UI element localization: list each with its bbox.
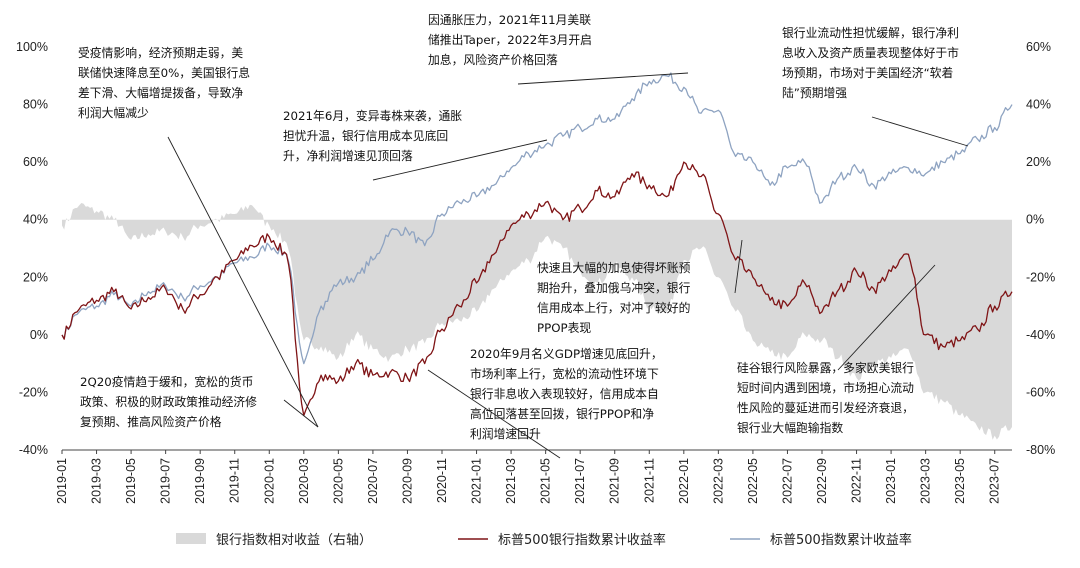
x-tick-label: 2021-11 bbox=[642, 458, 656, 503]
annotation-leader-line bbox=[871, 116, 969, 147]
y-right-tick-label: -60% bbox=[1026, 385, 1055, 399]
x-tick-label: 2019-09 bbox=[193, 458, 207, 504]
legend-label: 银行指数相对收益（右轴） bbox=[216, 533, 372, 548]
y-left-tick-label: -20% bbox=[19, 385, 48, 399]
annotation-leader-line bbox=[837, 264, 936, 371]
annotation-line: 市场利率上行，宽松的流动性环境下 bbox=[470, 367, 659, 381]
annotation-line: 2020年9月名义GDP增速见底回升， bbox=[470, 347, 663, 361]
annotation-line: 联储快速降息至0%，美国银行息 bbox=[78, 66, 250, 80]
x-tick-label: 2022-07 bbox=[780, 458, 794, 504]
y-right-tick-label: -40% bbox=[1026, 328, 1055, 342]
x-tick-label: 2020-07 bbox=[366, 458, 380, 504]
x-tick-label: 2020-03 bbox=[297, 458, 311, 504]
y-right-tick-label: -20% bbox=[1026, 270, 1055, 284]
annotation: 受疫情影响，经济预期走弱，美联储快速降息至0%，美国银行息差下滑、大幅增提拨备，… bbox=[78, 46, 250, 120]
y-right-tick-label: 40% bbox=[1026, 98, 1051, 112]
y-left-tick-label: 80% bbox=[23, 98, 48, 112]
annotation: 2Q20疫情趋于缓和，宽松的货币政策、积极的财政政策推动经济修复预期、推高风险资… bbox=[80, 375, 257, 429]
legend-label: 标普500指数累计收益率 bbox=[770, 532, 912, 548]
x-tick-label: 2021-09 bbox=[608, 458, 622, 504]
y-left-tick-label: 40% bbox=[23, 213, 48, 227]
x-tick-label: 2022-03 bbox=[711, 458, 725, 504]
annotation-line: 受疫情影响，经济预期走弱，美 bbox=[78, 46, 243, 60]
annotation-line: 期抬升，叠加俄乌冲突，银行 bbox=[537, 281, 691, 295]
legend-swatch-area bbox=[176, 533, 206, 544]
annotation-line: 高位回落甚至回拨，银行PPOP和净 bbox=[470, 407, 654, 421]
plot-area bbox=[61, 72, 1013, 440]
annotation-line: 银行业大幅跑输指数 bbox=[737, 421, 843, 435]
annotation-line: 升，净利润增速见顶回落 bbox=[283, 149, 413, 163]
x-tick-label: 2022-09 bbox=[815, 458, 829, 504]
y-left-tick-label: -40% bbox=[19, 443, 48, 457]
y-left-tick-label: 60% bbox=[23, 155, 48, 169]
x-tick-label: 2019-03 bbox=[90, 458, 104, 504]
x-tick-label: 2023-03 bbox=[919, 458, 933, 504]
y-right-tick-label: -80% bbox=[1026, 443, 1055, 457]
annotation-line: 性风险的蔓延进而引发经济衰退， bbox=[737, 401, 914, 415]
x-tick-label: 2022-11 bbox=[850, 458, 864, 503]
x-tick-label: 2019-07 bbox=[159, 458, 173, 504]
x-tick-label: 2019-11 bbox=[228, 458, 242, 503]
annotation-line: 差下滑、大幅增提拨备，导致净 bbox=[78, 86, 243, 100]
annotation-leader-line bbox=[734, 239, 743, 294]
annotation: 2021年6月，变异毒株来袭，通胀担忧升温，银行信用成本见底回升，净利润增速见顶… bbox=[283, 109, 462, 163]
y-right-tick-label: 20% bbox=[1026, 155, 1051, 169]
annotation-line: 陆”预期增强 bbox=[782, 86, 847, 100]
annotation-line: 复预期、推高风险资产价格 bbox=[80, 415, 222, 429]
annotation-leader-line bbox=[283, 399, 319, 428]
annotation-leader-line bbox=[427, 369, 561, 459]
x-tick-label: 2023-07 bbox=[988, 458, 1002, 504]
annotation: 2020年9月名义GDP增速见底回升， 市场利率上行，宽松的流动性环境下银行非息收… bbox=[470, 347, 663, 441]
x-tick-label: 2022-05 bbox=[746, 458, 760, 504]
annotation-line: PPOP表现 bbox=[537, 321, 591, 335]
x-tick-label: 2023-01 bbox=[884, 458, 898, 504]
annotation-line: 担忧升温，银行信用成本见底回 bbox=[283, 129, 448, 143]
y-right-tick-label: 60% bbox=[1026, 40, 1051, 54]
x-tick-label: 2021-03 bbox=[504, 458, 518, 504]
annotation-line: 利润增速回升 bbox=[470, 427, 541, 441]
annotation-line: 加息，风险资产价格回落 bbox=[428, 53, 558, 67]
x-tick-label: 2021-01 bbox=[470, 458, 484, 504]
x-tick-label: 2019-05 bbox=[124, 458, 138, 504]
annotation: 银行业流动性担忧缓解，银行净利息收入及资产质量表现整体好于市场预期，市场对于美国… bbox=[782, 26, 959, 100]
x-tick-label: 2021-05 bbox=[539, 458, 553, 504]
x-tick-label: 2023-05 bbox=[953, 458, 967, 504]
annotation-line: 信用成本上行，对冲了较好的 bbox=[537, 301, 690, 315]
annotation-line: 政策、积极的财政政策推动经济修 bbox=[80, 395, 257, 409]
legend-label: 标普500银行指数累计收益率 bbox=[498, 532, 666, 548]
annotation: 硅谷银行风险暴露，多家欧美银行短时间内遇到困境，市场担心流动性风险的蔓延进而引发… bbox=[737, 361, 914, 435]
annotation-leader-line bbox=[167, 136, 319, 428]
annotation-line: 快速且大幅的加息使得坏账预 bbox=[537, 261, 691, 275]
annotation-line: 2Q20疫情趋于缓和，宽松的货币 bbox=[80, 375, 253, 389]
y-left-tick-label: 0% bbox=[30, 328, 48, 342]
y-right-tick-label: 0% bbox=[1026, 213, 1044, 227]
annotation-line: 银行非息收入表现较好，信用成本自 bbox=[470, 387, 659, 401]
x-tick-label: 2020-09 bbox=[400, 458, 414, 504]
annotation-line: 息收入及资产质量表现整体好于市 bbox=[782, 46, 959, 60]
x-tick-label: 2020-11 bbox=[435, 458, 449, 503]
annotation-leader-line bbox=[517, 72, 689, 85]
annotation-line: 银行业流动性担忧缓解，银行净利 bbox=[782, 26, 959, 40]
annotation-line: 场预期，市场对于美国经济“软着 bbox=[782, 66, 953, 80]
series-relative-return-area bbox=[62, 203, 1012, 440]
annotation-line: 因通胀压力，2021年11月美联 bbox=[428, 13, 591, 27]
x-tick-label: 2020-01 bbox=[262, 458, 276, 504]
annotation-line: 2021年6月，变异毒株来袭，通胀 bbox=[283, 109, 462, 123]
annotation-line: 硅谷银行风险暴露，多家欧美银行 bbox=[737, 361, 914, 375]
x-tick-label: 2022-01 bbox=[677, 458, 691, 504]
annotation-leader-line bbox=[372, 139, 548, 181]
x-tick-label: 2021-07 bbox=[573, 458, 587, 504]
y-left-tick-label: 20% bbox=[23, 270, 48, 284]
annotation-line: 利润大幅减少 bbox=[78, 106, 149, 120]
x-tick-label: 2020-05 bbox=[331, 458, 345, 504]
y-left-tick-label: 100% bbox=[16, 40, 48, 54]
annotation-line: 短时间内遇到困境，市场担心流动 bbox=[737, 381, 914, 395]
series-bank-index-line bbox=[61, 161, 1013, 417]
annotation: 因通胀压力，2021年11月美联储推出Taper，2022年3月开启加息，风险资… bbox=[428, 13, 592, 67]
x-tick-label: 2019-01 bbox=[55, 458, 69, 504]
annotation-line: 储推出Taper，2022年3月开启 bbox=[428, 33, 592, 47]
